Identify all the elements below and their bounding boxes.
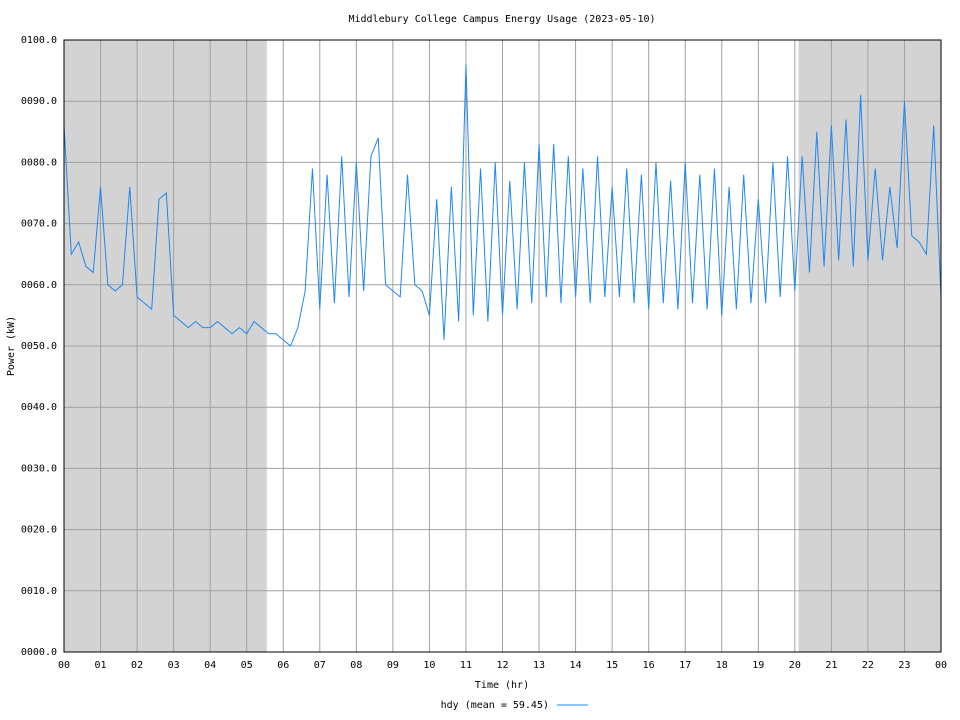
x-tick-label: 11 bbox=[460, 660, 472, 671]
x-tick-label: 01 bbox=[95, 660, 107, 671]
x-tick-label: 09 bbox=[387, 660, 399, 671]
x-tick-label: 06 bbox=[277, 660, 289, 671]
x-axis-label: Time (hr) bbox=[475, 680, 529, 691]
x-tick-label: 23 bbox=[898, 660, 910, 671]
y-tick-label: 0090.0 bbox=[21, 96, 57, 107]
x-tick-label: 20 bbox=[789, 660, 801, 671]
y-tick-label: 0040.0 bbox=[21, 402, 57, 413]
y-axis-label: Power (kW) bbox=[6, 316, 17, 376]
x-tick-label: 19 bbox=[752, 660, 764, 671]
y-tick-label: 0060.0 bbox=[21, 280, 57, 291]
y-tick-label: 0000.0 bbox=[21, 647, 57, 658]
x-tick-label: 07 bbox=[314, 660, 326, 671]
x-tick-label: 00 bbox=[935, 660, 947, 671]
y-tick-label: 0010.0 bbox=[21, 586, 57, 597]
y-tick-label: 0080.0 bbox=[21, 157, 57, 168]
chart-title: Middlebury College Campus Energy Usage (… bbox=[348, 14, 655, 25]
legend-label: hdy (mean = 59.45) bbox=[441, 700, 549, 711]
x-tick-label: 14 bbox=[570, 660, 582, 671]
y-tick-label: 0100.0 bbox=[21, 35, 57, 46]
y-tick-label: 0070.0 bbox=[21, 219, 57, 230]
x-tick-label: 15 bbox=[606, 660, 618, 671]
x-tick-label: 00 bbox=[58, 660, 70, 671]
x-tick-label: 12 bbox=[496, 660, 508, 671]
y-tick-label: 0020.0 bbox=[21, 525, 57, 536]
x-tick-label: 05 bbox=[241, 660, 253, 671]
x-tick-label: 02 bbox=[131, 660, 143, 671]
x-tick-label: 04 bbox=[204, 660, 216, 671]
x-tick-label: 10 bbox=[423, 660, 435, 671]
x-tick-label: 03 bbox=[168, 660, 180, 671]
y-tick-label: 0030.0 bbox=[21, 463, 57, 474]
x-tick-label: 16 bbox=[643, 660, 655, 671]
x-tick-label: 21 bbox=[825, 660, 837, 671]
data-line bbox=[63, 64, 942, 347]
x-tick-label: 17 bbox=[679, 660, 691, 671]
plot-frame bbox=[63, 39, 942, 653]
x-tick-label: 18 bbox=[716, 660, 728, 671]
y-tick-label: 0050.0 bbox=[21, 341, 57, 352]
x-tick-label: 13 bbox=[533, 660, 545, 671]
x-tick-label: 08 bbox=[350, 660, 362, 671]
x-tick-label: 22 bbox=[862, 660, 874, 671]
